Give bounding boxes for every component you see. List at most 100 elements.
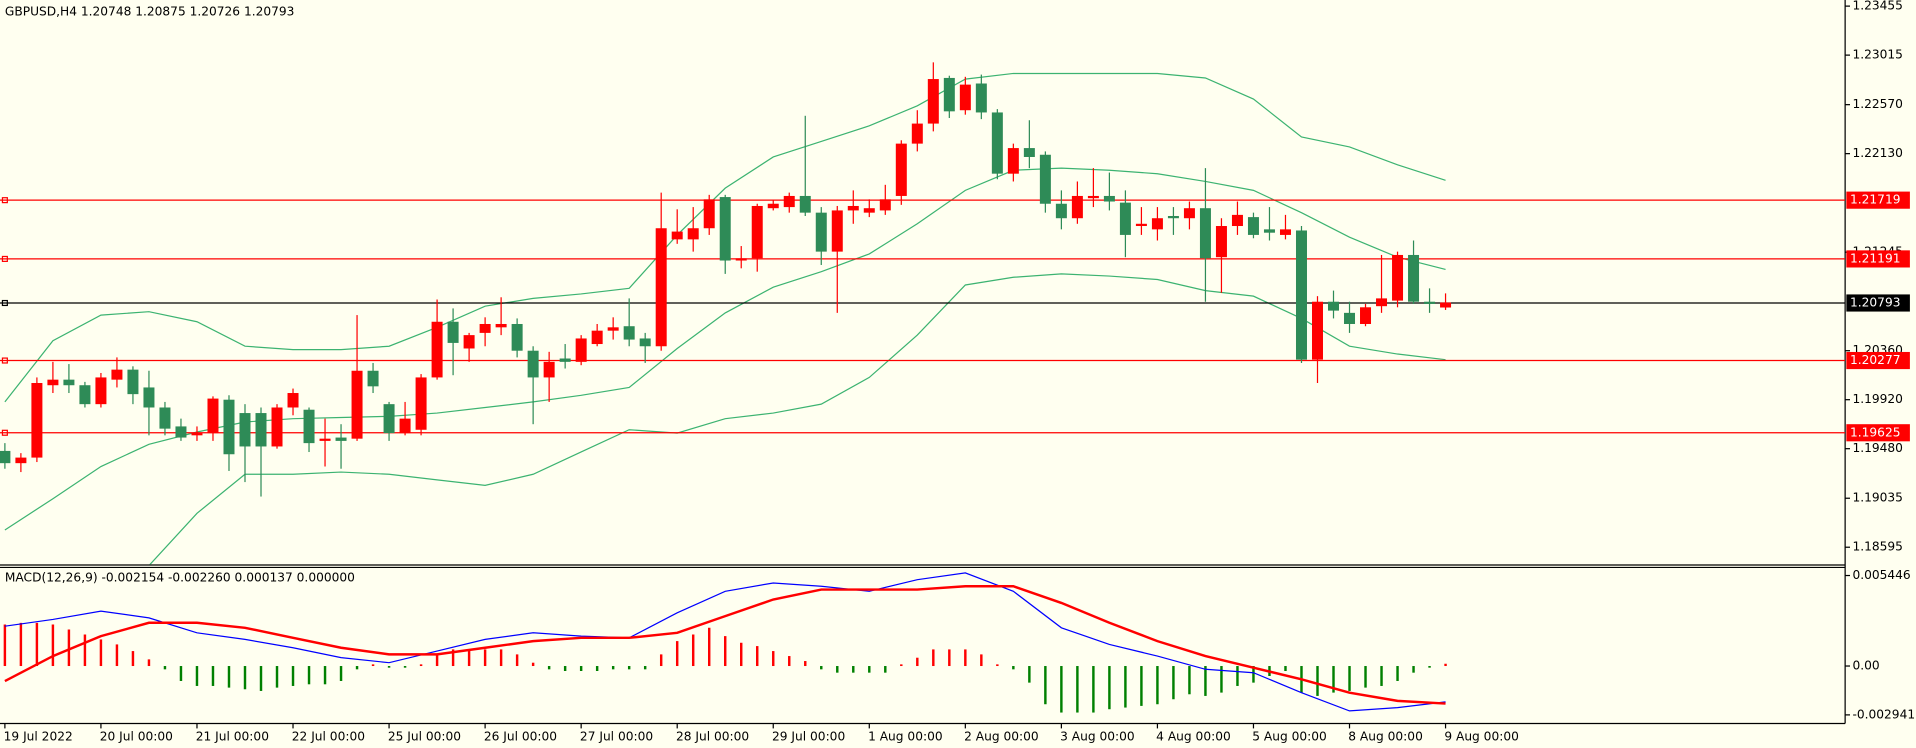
- y-tick-label: -0.002941: [1852, 707, 1915, 721]
- horizontal-line-anchor: [1, 197, 8, 204]
- candle-body: [1408, 254, 1420, 302]
- x-tick-label: 4 Aug 00:00: [1156, 729, 1231, 743]
- candle-body: [719, 197, 731, 261]
- y-tick-label: 1.22130: [1852, 146, 1902, 160]
- candle-body: [95, 377, 107, 405]
- candle-body: [927, 79, 939, 124]
- horizontal-line-anchor: [1, 299, 8, 307]
- candle-body: [847, 205, 859, 211]
- candle-body: [271, 407, 283, 447]
- price-tag: [1846, 294, 1910, 312]
- horizontal-line-anchor: [1, 255, 8, 262]
- candle-body: [655, 228, 667, 347]
- y-tick-label: 1.19480: [1852, 441, 1902, 455]
- candle-body: [447, 321, 459, 343]
- price-tag-label: 1.20277: [1850, 353, 1900, 367]
- candle-body: [479, 323, 491, 333]
- candle-body: [383, 404, 395, 434]
- candle-body: [143, 387, 155, 408]
- candle-body: [591, 330, 603, 345]
- candle-body: [831, 210, 843, 252]
- candle-body: [1215, 226, 1227, 258]
- y-tick-label: 1.18595: [1852, 540, 1902, 554]
- candle-body: [239, 413, 251, 447]
- x-tick-label: 21 Jul 00:00: [196, 729, 269, 743]
- candle-body: [959, 84, 971, 111]
- y-tick-label: 0.00: [1852, 659, 1879, 673]
- candle-body: [495, 323, 507, 328]
- candle-body: [1263, 229, 1275, 233]
- price-tag: [1846, 424, 1910, 442]
- horizontal-line-anchor: [1, 357, 8, 364]
- candle-body: [287, 393, 299, 408]
- y-tick-label: 1.22570: [1852, 97, 1902, 111]
- candle-body: [911, 123, 923, 144]
- candle-body: [1023, 148, 1035, 157]
- x-tick-label: 25 Jul 00:00: [388, 729, 461, 743]
- candle-body: [735, 258, 747, 261]
- candle-body: [815, 212, 827, 252]
- candle-body: [1151, 218, 1163, 230]
- candle-body: [623, 326, 635, 340]
- candle-body: [1295, 230, 1307, 360]
- price-tag-label: 1.21719: [1850, 193, 1900, 207]
- candle-body: [1392, 254, 1404, 301]
- x-tick-label: 19 Jul 2022: [4, 729, 73, 743]
- x-tick-label: 5 Aug 00:00: [1252, 729, 1327, 743]
- candle-body: [1007, 148, 1019, 174]
- macd-main-line: [4, 572, 1446, 712]
- candle-body: [703, 199, 715, 229]
- candle-body: [415, 377, 427, 430]
- y-tick-label: 0.005446: [1852, 568, 1910, 582]
- x-tick-label: 22 Jul 00:00: [292, 729, 365, 743]
- x-tick-label: 1 Aug 00:00: [868, 729, 943, 743]
- candle-body: [399, 418, 411, 434]
- candle-body: [863, 208, 875, 213]
- candle-body: [335, 437, 347, 441]
- candle-body: [1424, 301, 1436, 304]
- price-tag: [1846, 250, 1910, 268]
- candle-body: [31, 382, 43, 458]
- candle-body: [1071, 195, 1083, 219]
- candle-body: [159, 407, 171, 429]
- candle-body: [223, 399, 235, 455]
- candle-body: [111, 369, 123, 380]
- candle-body: [1119, 202, 1131, 235]
- candle-body: [687, 228, 699, 240]
- candle-body: [783, 195, 795, 208]
- candle-body: [303, 409, 315, 444]
- x-tick-label: 8 Aug 00:00: [1348, 729, 1423, 743]
- y-tick-label: 1.23015: [1852, 48, 1902, 62]
- candle-body: [175, 426, 187, 438]
- candle-body: [1167, 215, 1179, 219]
- candle-body: [991, 112, 1003, 174]
- candle-body: [431, 321, 443, 378]
- candle-body: [1231, 214, 1243, 227]
- candle-body: [1199, 208, 1211, 259]
- candle-body: [1087, 195, 1099, 199]
- y-tick-label: 1.23455: [1852, 0, 1902, 13]
- candle-body: [671, 231, 683, 240]
- candle-body: [975, 83, 987, 113]
- y-tick-label: 1.19035: [1852, 491, 1902, 505]
- price-tag-label: 1.21191: [1850, 251, 1900, 265]
- candle-body: [0, 450, 11, 464]
- candle-body: [511, 323, 523, 351]
- candle-body: [751, 205, 763, 259]
- candle-body: [879, 199, 891, 211]
- candle-body: [559, 358, 571, 362]
- price-tag: [1846, 351, 1910, 370]
- candle-body: [63, 379, 75, 386]
- chart-title: GBPUSD,H4 1.20748 1.20875 1.20726 1.2079…: [5, 5, 295, 19]
- candle-body: [1440, 302, 1452, 308]
- candle-body: [895, 143, 907, 196]
- candle-body: [1376, 298, 1388, 307]
- x-tick-label: 3 Aug 00:00: [1060, 729, 1135, 743]
- x-tick-label: 26 Jul 00:00: [484, 729, 557, 743]
- candle-body: [1344, 312, 1356, 324]
- candle-body: [79, 385, 91, 405]
- candle-body: [1183, 208, 1195, 219]
- candle-body: [1360, 307, 1372, 324]
- candle-body: [1279, 229, 1291, 235]
- candle-body: [255, 413, 267, 447]
